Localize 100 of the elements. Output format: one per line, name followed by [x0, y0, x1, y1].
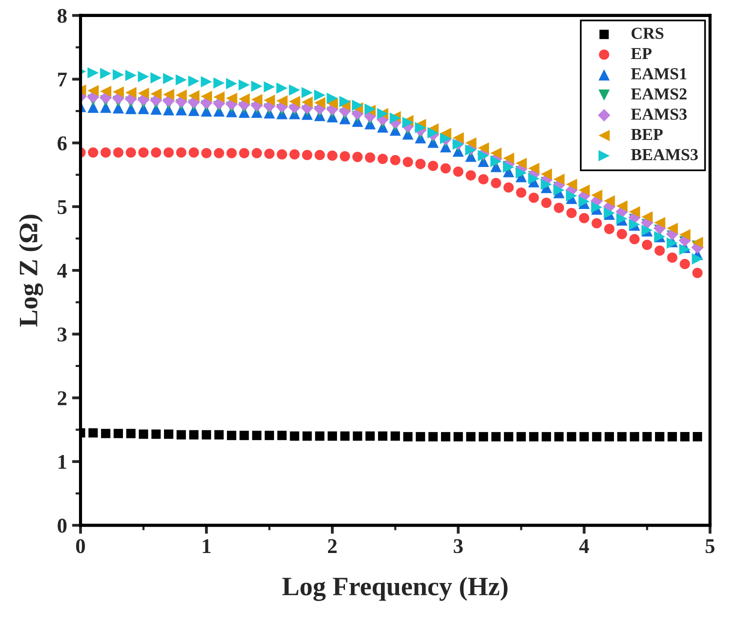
- point: [276, 149, 288, 160]
- point: [138, 71, 150, 82]
- point: [692, 253, 704, 264]
- point: [150, 72, 162, 84]
- y-tick-label: 8: [58, 8, 67, 23]
- point: [176, 430, 186, 440]
- point: [226, 430, 236, 440]
- point: [604, 432, 614, 442]
- point: [692, 236, 704, 248]
- point: [352, 100, 364, 111]
- point: [264, 94, 275, 106]
- point: [478, 432, 488, 442]
- point: [251, 94, 262, 106]
- point: [654, 216, 666, 228]
- point: [328, 431, 337, 441]
- point: [490, 178, 502, 188]
- point: [415, 158, 426, 170]
- point: [288, 96, 300, 108]
- point: [163, 72, 174, 84]
- point: [529, 432, 538, 442]
- point: [642, 240, 652, 250]
- point: [264, 430, 274, 440]
- point: [592, 218, 602, 228]
- point: [88, 67, 99, 78]
- point: [276, 95, 288, 106]
- point: [176, 90, 187, 101]
- legend-label: BEAMS3: [631, 149, 698, 160]
- point: [528, 162, 540, 174]
- y-tick-label: 3: [58, 328, 67, 342]
- x-tick-label: 4: [579, 539, 589, 553]
- point: [276, 82, 288, 94]
- point: [164, 430, 174, 439]
- point: [201, 148, 212, 158]
- point: [680, 432, 690, 442]
- point: [453, 166, 464, 177]
- point: [238, 93, 250, 105]
- x-axis-title: Log Frequency (Hz): [282, 576, 508, 601]
- point: [151, 430, 161, 439]
- point: [680, 258, 690, 270]
- point: [214, 430, 224, 440]
- x-tick-label: 5: [706, 539, 714, 554]
- point: [340, 431, 350, 441]
- point: [112, 69, 124, 80]
- point: [138, 430, 148, 439]
- point: [540, 168, 552, 180]
- point: [390, 154, 400, 166]
- point: [252, 148, 262, 158]
- point: [100, 68, 112, 80]
- point: [138, 147, 149, 158]
- point: [641, 211, 653, 222]
- point: [252, 430, 262, 440]
- point: [264, 81, 275, 92]
- point: [378, 431, 388, 441]
- point: [502, 152, 514, 164]
- y-tick-label: 4: [57, 264, 67, 278]
- point: [352, 152, 363, 162]
- x-tick-label: 1: [202, 539, 211, 553]
- legend-label: EAMS2: [631, 88, 687, 100]
- y-tick-label: 7: [58, 72, 67, 86]
- point: [163, 88, 174, 100]
- point: [238, 79, 250, 91]
- point: [553, 184, 565, 196]
- point: [679, 229, 690, 240]
- point: [390, 431, 400, 441]
- point: [440, 163, 451, 174]
- point: [617, 432, 627, 442]
- y-tick-label: 0: [58, 518, 67, 533]
- point: [490, 148, 502, 159]
- y-tick-label: 5: [58, 200, 67, 214]
- point: [251, 80, 262, 92]
- point: [213, 77, 225, 89]
- point: [88, 428, 98, 438]
- point: [630, 432, 640, 442]
- point: [541, 198, 552, 208]
- point: [579, 432, 589, 442]
- x-tick-label: 2: [328, 539, 337, 553]
- point: [364, 152, 376, 163]
- point: [125, 86, 136, 98]
- point: [239, 148, 250, 158]
- point: [642, 432, 652, 442]
- point: [466, 432, 476, 442]
- point: [327, 150, 338, 161]
- point: [339, 96, 351, 108]
- point: [138, 88, 150, 99]
- point: [302, 431, 312, 441]
- point: [466, 170, 476, 181]
- point: [326, 92, 338, 104]
- point: [666, 222, 678, 234]
- point: [314, 97, 326, 108]
- point: [302, 150, 312, 160]
- point: [100, 147, 111, 158]
- point: [214, 148, 224, 158]
- legend-label: CRS: [632, 28, 664, 39]
- point: [542, 432, 552, 442]
- point: [503, 182, 514, 193]
- point: [402, 156, 414, 168]
- point: [188, 75, 200, 87]
- point: [126, 428, 136, 438]
- y-tick-label: 1: [58, 455, 66, 469]
- point: [88, 85, 99, 96]
